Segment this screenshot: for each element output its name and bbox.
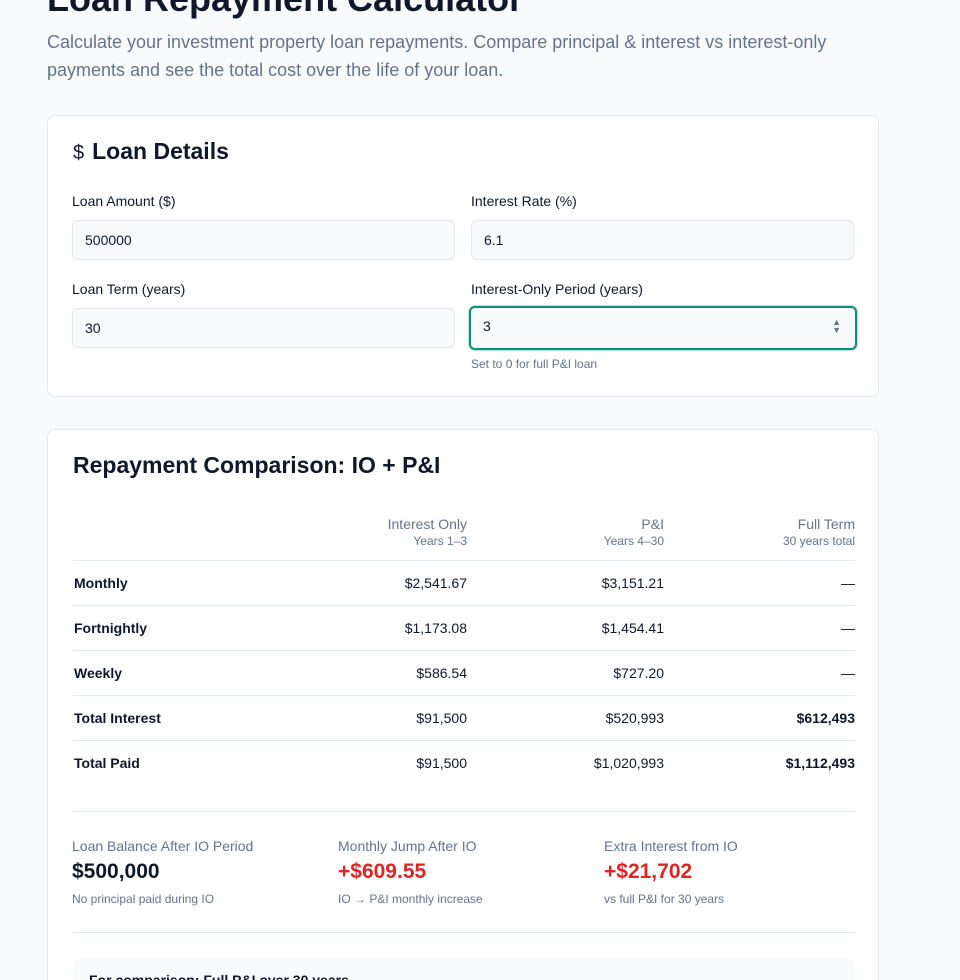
table-row: Fortnightly $1,173.08 $1,454.41— <box>73 605 855 651</box>
stat-note: vs full P&I for 30 years <box>604 892 725 906</box>
io-period-hint: Set to 0 for full P&I loan <box>471 357 598 371</box>
stat-label: Monthly Jump After IO <box>338 838 477 854</box>
page-title: Loan Repayment Calculator <box>47 0 523 20</box>
interest-rate-input[interactable]: 6.1 <box>471 220 854 260</box>
io-period-value: 3 <box>483 318 491 334</box>
page-subtitle: Calculate your investment property loan … <box>47 32 827 80</box>
spinner-arrows-icon[interactable]: ▲ ▼ <box>832 317 841 335</box>
cell-pi: $1,454.41 <box>467 605 664 651</box>
row-label: Fortnightly <box>73 605 273 651</box>
table-row: Monthly $2,541.67 $3,151.21— <box>73 560 855 606</box>
divider <box>73 811 855 812</box>
row-label: Weekly <box>73 650 273 696</box>
column-header-pi: P&I Years 4–30 <box>467 510 664 561</box>
comparison-note-text: For comparison: Full P&I over 30 years <box>89 972 349 980</box>
column-header-interest-only: Interest Only Years 1–3 <box>273 510 467 561</box>
stat-loan-balance: Loan Balance After IO Period $500,000 No… <box>72 838 253 906</box>
cell-io: $2,541.67 <box>273 560 467 606</box>
io-period-input[interactable]: 3 ▲ ▼ <box>469 306 857 350</box>
table-row: Total Paid $91,500 $1,020,993 $1,112,493 <box>73 741 855 786</box>
loan-details-card: $ Loan Details Loan Amount ($) 500000 Int… <box>47 115 879 397</box>
interest-rate-label: Interest Rate (%) <box>471 193 577 209</box>
comparison-table: Interest Only Years 1–3 P&I Years 4–30 Ful… <box>73 510 855 786</box>
stat-note: No principal paid during IO <box>72 892 215 906</box>
dollar-icon: $ <box>73 142 85 164</box>
cell-full: $1,112,493 <box>785 755 855 772</box>
row-label: Total Interest <box>73 695 273 741</box>
cell-pi: $3,151.21 <box>467 560 664 606</box>
cell-io: $586.54 <box>273 650 467 696</box>
stat-value: $500,000 <box>72 860 160 883</box>
cell-full: — <box>664 605 855 651</box>
cell-pi: $727.20 <box>467 650 664 696</box>
column-header-full-term: Full Term 30 years total <box>664 510 855 561</box>
cell-pi: $520,993 <box>467 695 664 741</box>
io-period-label: Interest-Only Period (years) <box>471 281 643 297</box>
row-label: Monthly <box>73 560 273 606</box>
cell-io: $91,500 <box>416 755 467 772</box>
stat-label: Extra Interest from IO <box>604 838 738 854</box>
cell-full: — <box>664 560 855 606</box>
cell-full: — <box>664 650 855 696</box>
column-header-blank <box>73 510 273 561</box>
loan-amount-input[interactable]: 500000 <box>72 220 455 260</box>
divider <box>73 932 855 933</box>
cell-pi: $1,020,993 <box>593 755 664 772</box>
stat-value: +$21,702 <box>604 860 693 883</box>
cell-io: $1,173.08 <box>273 605 467 651</box>
stat-label: Loan Balance After IO Period <box>72 838 254 854</box>
comparison-title: Repayment Comparison: IO + P&I <box>73 452 441 478</box>
stat-extra-interest: Extra Interest from IO +$21,702 vs full … <box>604 838 738 906</box>
cell-full: $612,493 <box>664 695 855 741</box>
stat-note: IO → P&I monthly increase <box>338 892 483 906</box>
loan-amount-label: Loan Amount ($) <box>72 193 176 209</box>
table-row: Total Interest $91,500 $520,993 $612,493 <box>73 695 855 741</box>
loan-term-input[interactable]: 30 <box>72 308 455 348</box>
loan-details-heading: $ Loan Details <box>73 138 229 165</box>
stat-monthly-jump: Monthly Jump After IO +$609.55 IO → P&I … <box>338 838 483 906</box>
cell-io: $91,500 <box>273 695 467 741</box>
table-row: Weekly $586.54 $727.20— <box>73 650 855 696</box>
comparison-note-box: For comparison: Full P&I over 30 years <box>73 958 855 980</box>
loan-details-title: Loan Details <box>92 138 229 164</box>
stat-value: +$609.55 <box>338 860 427 883</box>
repayment-comparison-card: Repayment Comparison: IO + P&I Interest … <box>47 429 879 980</box>
loan-term-label: Loan Term (years) <box>72 281 186 297</box>
row-label: Total Paid <box>74 755 140 772</box>
